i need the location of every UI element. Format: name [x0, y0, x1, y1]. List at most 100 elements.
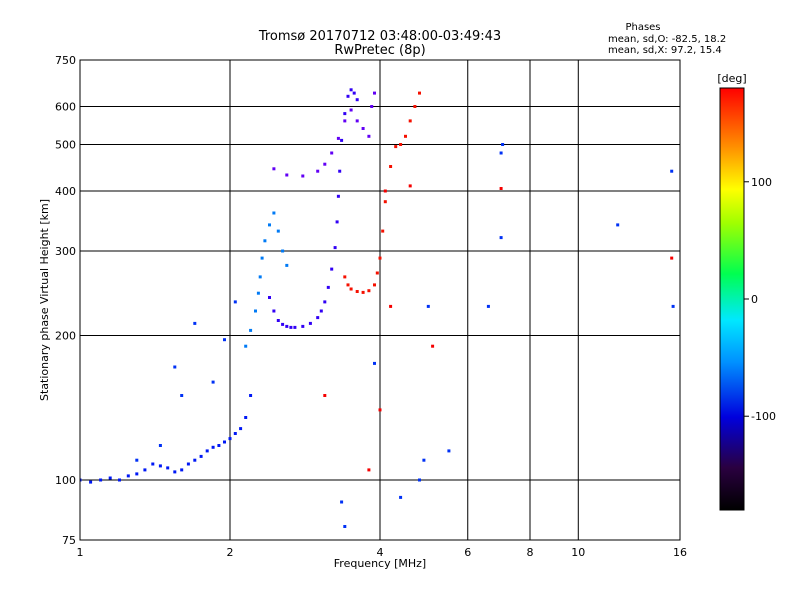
data-point [361, 290, 365, 294]
data-point [389, 304, 393, 308]
y-tick-label: 200 [55, 330, 76, 343]
data-point [389, 165, 393, 168]
y-tick-label: 600 [55, 101, 76, 114]
data-point [381, 229, 385, 233]
data-point [383, 189, 387, 193]
plot-frame [79, 59, 681, 541]
data-point [151, 462, 155, 466]
colorbar-ticks: 100 0 -100 [744, 176, 776, 423]
colorbar-tick-label: 0 [751, 293, 758, 306]
data-point [285, 263, 289, 267]
data-point [258, 275, 262, 279]
data-point [193, 458, 197, 462]
data-point [383, 200, 387, 204]
data-point [426, 304, 430, 308]
data-point [323, 162, 327, 166]
data-point [373, 283, 376, 287]
data-point [352, 91, 356, 95]
data-point [89, 480, 93, 484]
data-point [399, 495, 403, 499]
data-point [486, 304, 490, 308]
data-point [370, 105, 374, 108]
data-point [394, 145, 398, 149]
data-point [418, 91, 421, 95]
data-point [272, 167, 276, 171]
data-point [499, 187, 503, 190]
data-point [501, 143, 505, 146]
data-point [378, 256, 382, 260]
data-point [349, 108, 353, 112]
data-point [158, 464, 162, 468]
data-point [308, 321, 312, 325]
data-point [499, 151, 503, 155]
data-point [285, 324, 289, 328]
y-tick-label: 300 [55, 245, 76, 258]
data-point [249, 394, 253, 397]
data-point [367, 289, 371, 293]
data-point [217, 444, 221, 447]
x-tick-label: 1 [77, 546, 84, 559]
colorbar [719, 87, 745, 511]
data-point [422, 458, 426, 462]
data-point [378, 408, 382, 412]
data-point [272, 309, 276, 313]
data-point [399, 143, 403, 146]
data-point [281, 249, 285, 253]
data-point [223, 440, 226, 444]
data-point [118, 478, 121, 482]
data-point [418, 478, 421, 482]
y-tick-label: 750 [55, 54, 76, 67]
data-point [205, 449, 209, 453]
data-point [173, 365, 177, 369]
data-point [404, 134, 407, 138]
data-point [367, 468, 371, 472]
data-point [408, 184, 412, 188]
chart-title: Tromsø 20170712 03:48:00-03:49:43 [258, 29, 501, 44]
x-tick-label: 8 [527, 546, 534, 559]
data-point [285, 173, 289, 177]
data-point [343, 525, 347, 528]
data-point [670, 256, 674, 260]
y-tick-label: 100 [55, 474, 76, 487]
data-point [431, 344, 435, 348]
x-tick-label: 4 [377, 546, 384, 559]
data-point [254, 309, 257, 313]
data-point [326, 285, 330, 289]
data-point [355, 290, 359, 293]
data-point [340, 138, 344, 142]
data-point [199, 454, 203, 458]
data-point [447, 449, 451, 453]
data-point [80, 478, 82, 482]
data-point [135, 472, 139, 476]
data-point [335, 220, 339, 224]
data-point [301, 324, 305, 328]
data-point [361, 127, 365, 130]
data-point [244, 416, 248, 419]
data-point [413, 105, 417, 108]
data-point [316, 169, 320, 173]
data-point [126, 474, 130, 478]
data-point [349, 88, 353, 92]
data-point [338, 169, 342, 173]
data-point [186, 462, 190, 466]
data-point [323, 394, 327, 397]
data-point [233, 432, 237, 435]
data-point [330, 267, 334, 271]
data-point [244, 344, 248, 348]
data-point [249, 328, 253, 332]
y-tick-labels: 75 100 200 300 400 500 600 750 [55, 54, 76, 547]
stats-o-mode: mean, sd,O: -82.5, 18.2 [608, 34, 726, 45]
data-point [268, 223, 271, 227]
colorbar-tick-label: 100 [751, 176, 772, 189]
data-point [239, 427, 243, 431]
data-point [336, 194, 340, 198]
data-point [108, 476, 112, 480]
data-point [211, 380, 215, 384]
data-point [256, 291, 260, 295]
data-point [408, 119, 412, 123]
x-tick-label: 6 [464, 546, 471, 559]
data-point [276, 319, 280, 322]
data-point [272, 211, 276, 215]
colorbar-tick-label: -100 [751, 410, 776, 423]
